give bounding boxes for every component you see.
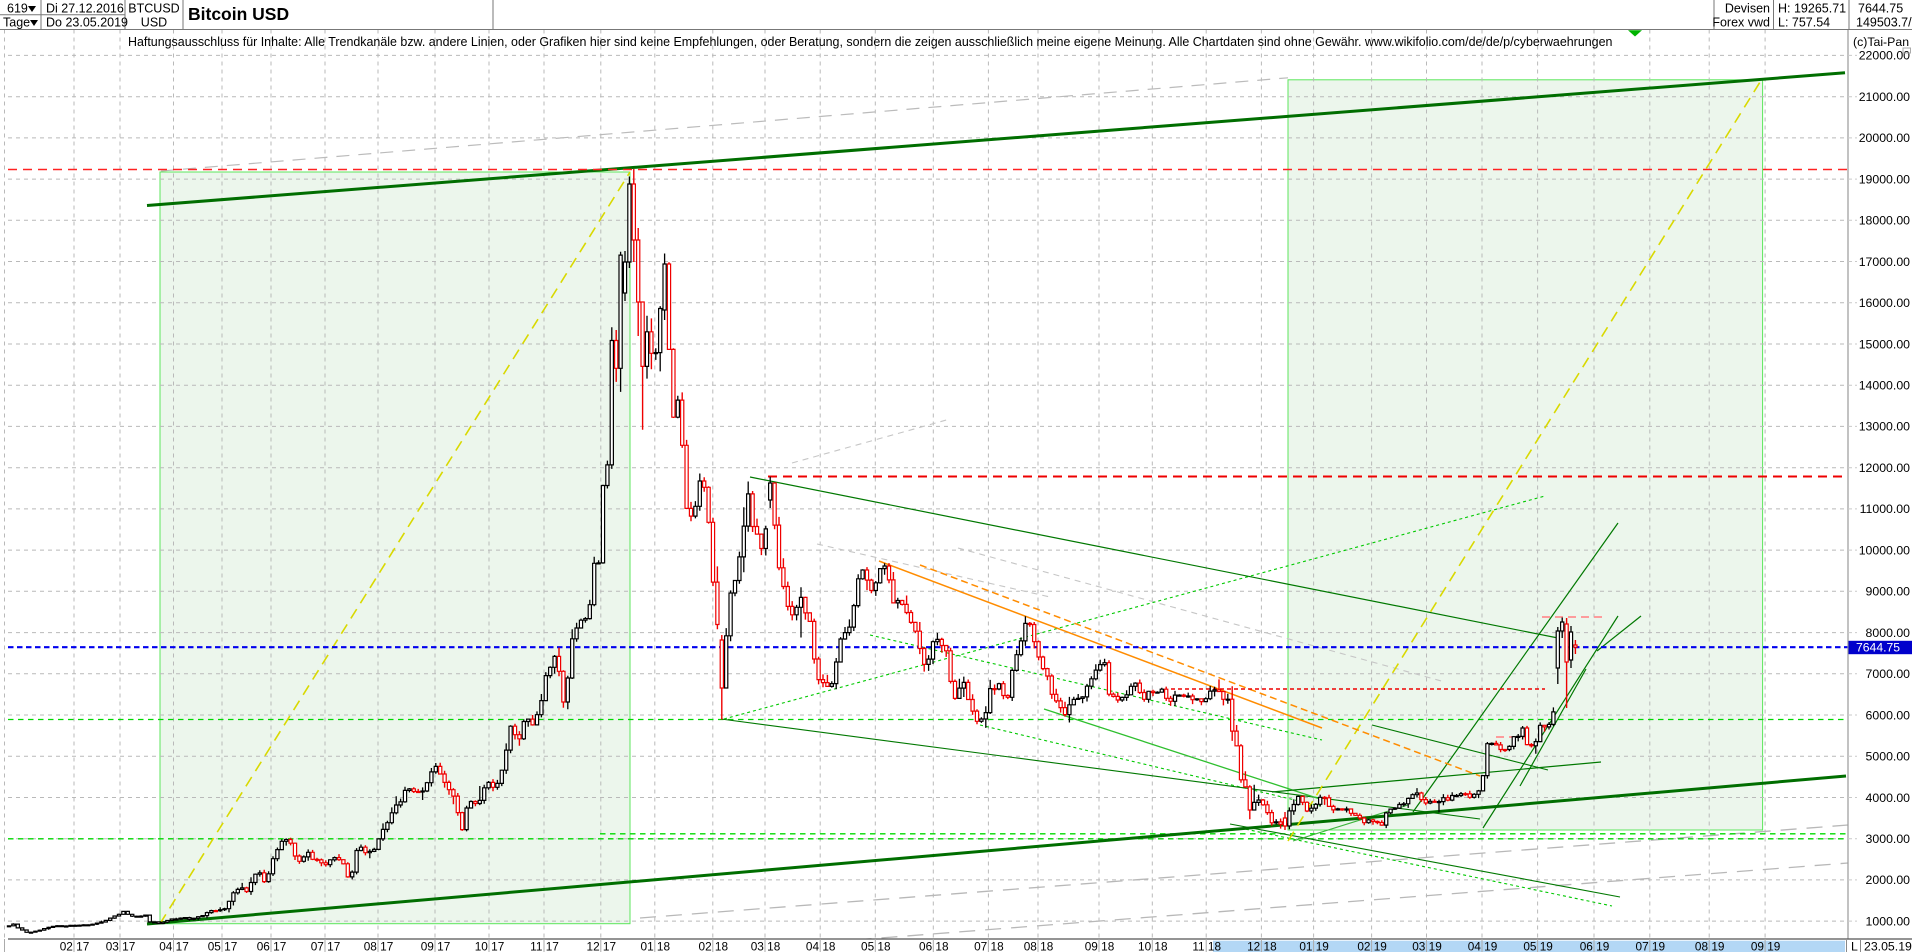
svg-text:5000.00: 5000.00 xyxy=(1866,750,1911,764)
svg-text:07 17: 07 17 xyxy=(311,940,341,952)
svg-text:10 17: 10 17 xyxy=(475,940,505,952)
svg-text:8000.00: 8000.00 xyxy=(1866,626,1911,640)
svg-text:L: L xyxy=(1851,940,1858,952)
svg-text:11000.00: 11000.00 xyxy=(1860,502,1911,516)
svg-text:07 19: 07 19 xyxy=(1636,940,1666,952)
svg-text:02 19: 02 19 xyxy=(1357,940,1387,952)
svg-text:11 17: 11 17 xyxy=(530,940,559,952)
svg-text:18000.00: 18000.00 xyxy=(1859,214,1910,228)
svg-text:3000.00: 3000.00 xyxy=(1866,832,1911,846)
svg-text:2000.00: 2000.00 xyxy=(1866,873,1911,887)
svg-text:14000.00: 14000.00 xyxy=(1859,379,1910,393)
svg-text:05 18: 05 18 xyxy=(861,940,891,952)
svg-text:10 18: 10 18 xyxy=(1138,940,1168,952)
svg-text:22000.00: 22000.00 xyxy=(1859,49,1910,63)
svg-text:BTCUSD: BTCUSD xyxy=(128,2,179,16)
svg-text:6000.00: 6000.00 xyxy=(1866,708,1911,722)
svg-text:02 17: 02 17 xyxy=(60,940,90,952)
svg-text:7000.00: 7000.00 xyxy=(1866,667,1911,681)
svg-text:09 19: 09 19 xyxy=(1751,940,1781,952)
svg-text:H: 19265.71: H: 19265.71 xyxy=(1778,2,1846,16)
svg-text:13000.00: 13000.00 xyxy=(1859,420,1910,434)
svg-text:10000.00: 10000.00 xyxy=(1859,543,1910,557)
svg-text:Haftungsausschluss für Inhalte: Haftungsausschluss für Inhalte: Alle Tre… xyxy=(128,35,1612,49)
svg-text:16000.00: 16000.00 xyxy=(1859,296,1910,310)
svg-text:Tage: Tage xyxy=(3,16,30,30)
svg-text:09 18: 09 18 xyxy=(1085,940,1115,952)
svg-text:12 18: 12 18 xyxy=(1247,940,1277,952)
svg-text:7644.75: 7644.75 xyxy=(1858,2,1903,16)
svg-text:08 19: 08 19 xyxy=(1695,940,1725,952)
svg-text:7644.75: 7644.75 xyxy=(1856,641,1900,655)
svg-text:149503.7/: 149503.7/ xyxy=(1856,16,1912,30)
svg-text:23.05.19: 23.05.19 xyxy=(1864,940,1912,952)
svg-text:Do 23.05.2019: Do 23.05.2019 xyxy=(46,16,128,30)
svg-text:09 17: 09 17 xyxy=(421,940,451,952)
svg-text:11 18: 11 18 xyxy=(1192,940,1221,952)
svg-text:15000.00: 15000.00 xyxy=(1859,337,1910,351)
svg-text:9000.00: 9000.00 xyxy=(1866,585,1911,599)
svg-text:06 17: 06 17 xyxy=(257,940,287,952)
svg-text:Bitcoin USD: Bitcoin USD xyxy=(188,4,289,24)
svg-text:17000.00: 17000.00 xyxy=(1859,255,1910,269)
svg-text:USD: USD xyxy=(141,16,167,30)
svg-text:05 17: 05 17 xyxy=(208,940,238,952)
svg-text:12000.00: 12000.00 xyxy=(1859,461,1910,475)
svg-text:06 19: 06 19 xyxy=(1580,940,1610,952)
svg-text:20000.00: 20000.00 xyxy=(1859,131,1910,145)
svg-text:03 17: 03 17 xyxy=(106,940,136,952)
svg-text:02 18: 02 18 xyxy=(699,940,729,952)
svg-text:Devisen: Devisen xyxy=(1725,2,1770,16)
svg-text:07 18: 07 18 xyxy=(974,940,1004,952)
svg-text:03 18: 03 18 xyxy=(751,940,781,952)
svg-text:08 18: 08 18 xyxy=(1024,940,1054,952)
svg-text:08 17: 08 17 xyxy=(364,940,394,952)
svg-text:21000.00: 21000.00 xyxy=(1859,90,1910,104)
svg-text:619: 619 xyxy=(7,2,28,16)
svg-text:01 19: 01 19 xyxy=(1299,940,1329,952)
svg-text:4000.00: 4000.00 xyxy=(1866,791,1911,805)
svg-text:06 18: 06 18 xyxy=(919,940,949,952)
svg-text:05 19: 05 19 xyxy=(1523,940,1553,952)
svg-text:04 17: 04 17 xyxy=(159,940,189,952)
svg-text:L: 757.54: L: 757.54 xyxy=(1778,16,1830,30)
svg-text:1000.00: 1000.00 xyxy=(1866,914,1911,928)
svg-text:03 19: 03 19 xyxy=(1412,940,1442,952)
svg-text:04 18: 04 18 xyxy=(806,940,836,952)
svg-text:(c)Tai-Pan: (c)Tai-Pan xyxy=(1853,35,1909,49)
svg-text:19000.00: 19000.00 xyxy=(1859,172,1910,186)
svg-text:04 19: 04 19 xyxy=(1468,940,1498,952)
svg-text:Di 27.12.2016: Di 27.12.2016 xyxy=(46,2,124,16)
svg-text:Forex vwd: Forex vwd xyxy=(1712,16,1770,30)
svg-text:12 17: 12 17 xyxy=(587,940,617,952)
svg-text:01 18: 01 18 xyxy=(641,940,671,952)
